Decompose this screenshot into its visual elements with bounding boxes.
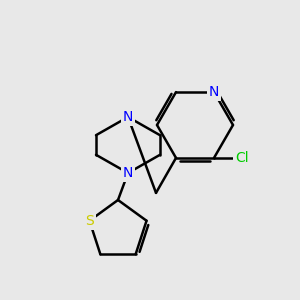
Text: N: N [123, 110, 133, 124]
Text: N: N [123, 166, 133, 180]
Text: N: N [209, 85, 219, 99]
Text: Cl: Cl [235, 151, 249, 165]
Text: S: S [85, 214, 94, 228]
